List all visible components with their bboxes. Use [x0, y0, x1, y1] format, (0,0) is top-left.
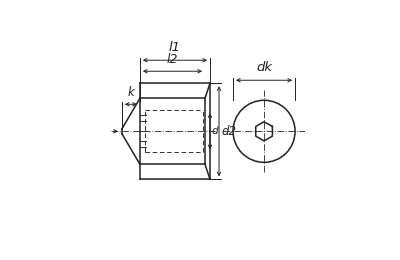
Text: dk: dk [256, 61, 272, 74]
Text: d: d [212, 126, 218, 136]
Text: l2: l2 [167, 53, 178, 66]
Text: l1: l1 [169, 41, 181, 54]
Text: d2: d2 [221, 125, 236, 138]
Text: k: k [128, 86, 134, 99]
